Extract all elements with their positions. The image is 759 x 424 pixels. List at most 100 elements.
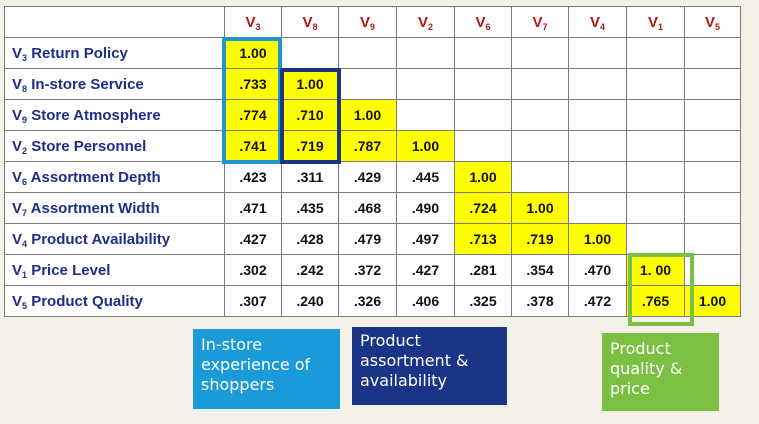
row-label-var: V bbox=[12, 261, 23, 279]
matrix-cell: .765 bbox=[626, 285, 685, 317]
matrix-header-row: V3 V8 V9 V2 V6 V7 V4 V1 V5 bbox=[4, 6, 741, 38]
matrix-row: V7 Assortment Width .471.435.468.490.724 1… bbox=[4, 192, 741, 224]
column-header-v9: V9 bbox=[338, 6, 397, 38]
matrix-cell-empty bbox=[626, 37, 685, 69]
matrix-cell: .787 bbox=[338, 130, 397, 162]
row-label: V2 Store Personnel bbox=[4, 130, 225, 162]
row-label-name: Product Quality bbox=[31, 292, 143, 310]
row-label: V1 Price Level bbox=[4, 254, 225, 286]
matrix-cell-empty bbox=[626, 99, 685, 131]
matrix-cell: .468 bbox=[338, 192, 397, 224]
matrix-cell-empty bbox=[684, 161, 741, 193]
matrix-row: V9 Store Atmosphere .774.710 1.00 bbox=[4, 99, 741, 131]
matrix-cell: 1.00 bbox=[224, 37, 282, 69]
matrix-cell-empty bbox=[568, 161, 627, 193]
column-header-subscript: 3 bbox=[255, 21, 261, 32]
matrix-cell: .471 bbox=[224, 192, 282, 224]
matrix-cell-empty bbox=[626, 68, 685, 100]
matrix-cell: .429 bbox=[338, 161, 397, 193]
matrix-cell: .470 bbox=[568, 254, 627, 286]
matrix-cell-empty bbox=[626, 223, 685, 255]
column-header-subscript: 1 bbox=[658, 21, 664, 32]
matrix-cell: .307 bbox=[224, 285, 282, 317]
matrix-cell: .428 bbox=[281, 223, 339, 255]
row-label: V5 Product Quality bbox=[4, 285, 225, 317]
matrix-cell-empty bbox=[511, 99, 569, 131]
column-header-v5: V5 bbox=[684, 6, 741, 38]
matrix-row: V3 Return Policy 1.00 bbox=[4, 37, 741, 69]
matrix-cell-empty bbox=[454, 68, 512, 100]
column-header-subscript: 4 bbox=[600, 21, 606, 32]
matrix-cell: .325 bbox=[454, 285, 512, 317]
matrix-cell: .497 bbox=[396, 223, 455, 255]
matrix-cell: .302 bbox=[224, 254, 282, 286]
matrix-cell: .713 bbox=[454, 223, 512, 255]
row-label: V6 Assortment Depth bbox=[4, 161, 225, 193]
matrix-cell-empty bbox=[511, 37, 569, 69]
matrix-row: V2 Store Personnel .741.719.787 1.00 bbox=[4, 130, 741, 162]
matrix-cell-empty bbox=[396, 37, 455, 69]
matrix-cell: 1.00 bbox=[281, 68, 339, 100]
caption-in-store-experience: In-store experience of shoppers bbox=[193, 329, 340, 409]
matrix-cell-empty bbox=[454, 37, 512, 69]
matrix-cell-empty bbox=[511, 130, 569, 162]
matrix-cell: .372 bbox=[338, 254, 397, 286]
row-label: V3 Return Policy bbox=[4, 37, 225, 69]
row-label: V7 Assortment Width bbox=[4, 192, 225, 224]
matrix-cell-empty bbox=[684, 192, 741, 224]
matrix-row: V5 Product Quality .307.240.326.406.325.3… bbox=[4, 285, 741, 317]
caption-quality-price: Product quality & price bbox=[602, 333, 719, 411]
matrix-cell: .719 bbox=[511, 223, 569, 255]
column-header-v3: V3 bbox=[224, 6, 282, 38]
row-label-subscript: 3 bbox=[22, 52, 28, 63]
column-header-subscript: 8 bbox=[312, 21, 318, 32]
matrix-cell: 1.00 bbox=[568, 223, 627, 255]
row-label-name: In-store Service bbox=[31, 75, 144, 93]
row-label-var: V bbox=[12, 230, 23, 248]
matrix-cell: .427 bbox=[224, 223, 282, 255]
matrix-cell: 1.00 bbox=[454, 161, 512, 193]
row-label-subscript: 6 bbox=[22, 176, 28, 187]
matrix-cell-empty bbox=[568, 130, 627, 162]
row-label-var: V bbox=[12, 137, 23, 155]
matrix-cell-empty bbox=[684, 130, 741, 162]
matrix-row: V8 In-store Service .733 1.00 bbox=[4, 68, 741, 100]
row-label-subscript: 8 bbox=[22, 83, 28, 94]
row-label-var: V bbox=[12, 199, 23, 217]
matrix-cell-empty bbox=[396, 99, 455, 131]
row-label-subscript: 5 bbox=[22, 300, 28, 311]
matrix-cell-empty bbox=[454, 130, 512, 162]
matrix-cell: .445 bbox=[396, 161, 455, 193]
row-label: V8 In-store Service bbox=[4, 68, 225, 100]
matrix-cell-empty bbox=[338, 68, 397, 100]
matrix-cell-empty bbox=[626, 130, 685, 162]
row-label-name: Store Personnel bbox=[31, 137, 147, 155]
row-label-name: Price Level bbox=[31, 261, 111, 279]
row-label-var: V bbox=[12, 75, 23, 93]
column-header-base: V bbox=[302, 13, 313, 31]
column-header-subscript: 2 bbox=[428, 21, 434, 32]
matrix-cell: 1.00 bbox=[396, 130, 455, 162]
column-header-subscript: 6 bbox=[485, 21, 491, 32]
matrix-cell-empty bbox=[511, 161, 569, 193]
matrix-cell: 1.00 bbox=[511, 192, 569, 224]
column-header-base: V bbox=[647, 13, 658, 31]
column-header-v4: V4 bbox=[568, 6, 627, 38]
row-label: V4 Product Availability bbox=[4, 223, 225, 255]
row-label-var: V bbox=[12, 44, 23, 62]
row-label: V9 Store Atmosphere bbox=[4, 99, 225, 131]
matrix-cell: .326 bbox=[338, 285, 397, 317]
column-header-base: V bbox=[589, 13, 600, 31]
column-header-base: V bbox=[475, 13, 486, 31]
matrix-cell: .427 bbox=[396, 254, 455, 286]
matrix-cell-empty bbox=[454, 99, 512, 131]
matrix-cell: 1.00 bbox=[684, 285, 741, 317]
matrix-cell: .479 bbox=[338, 223, 397, 255]
matrix-row: V1 Price Level .302.242.372.427.281.354.4… bbox=[4, 254, 741, 286]
matrix-cell-empty bbox=[568, 192, 627, 224]
matrix-cell: .378 bbox=[511, 285, 569, 317]
column-header-base: V bbox=[245, 13, 256, 31]
row-label-var: V bbox=[12, 292, 23, 310]
row-label-subscript: 9 bbox=[22, 114, 28, 125]
column-header-v6: V6 bbox=[454, 6, 512, 38]
